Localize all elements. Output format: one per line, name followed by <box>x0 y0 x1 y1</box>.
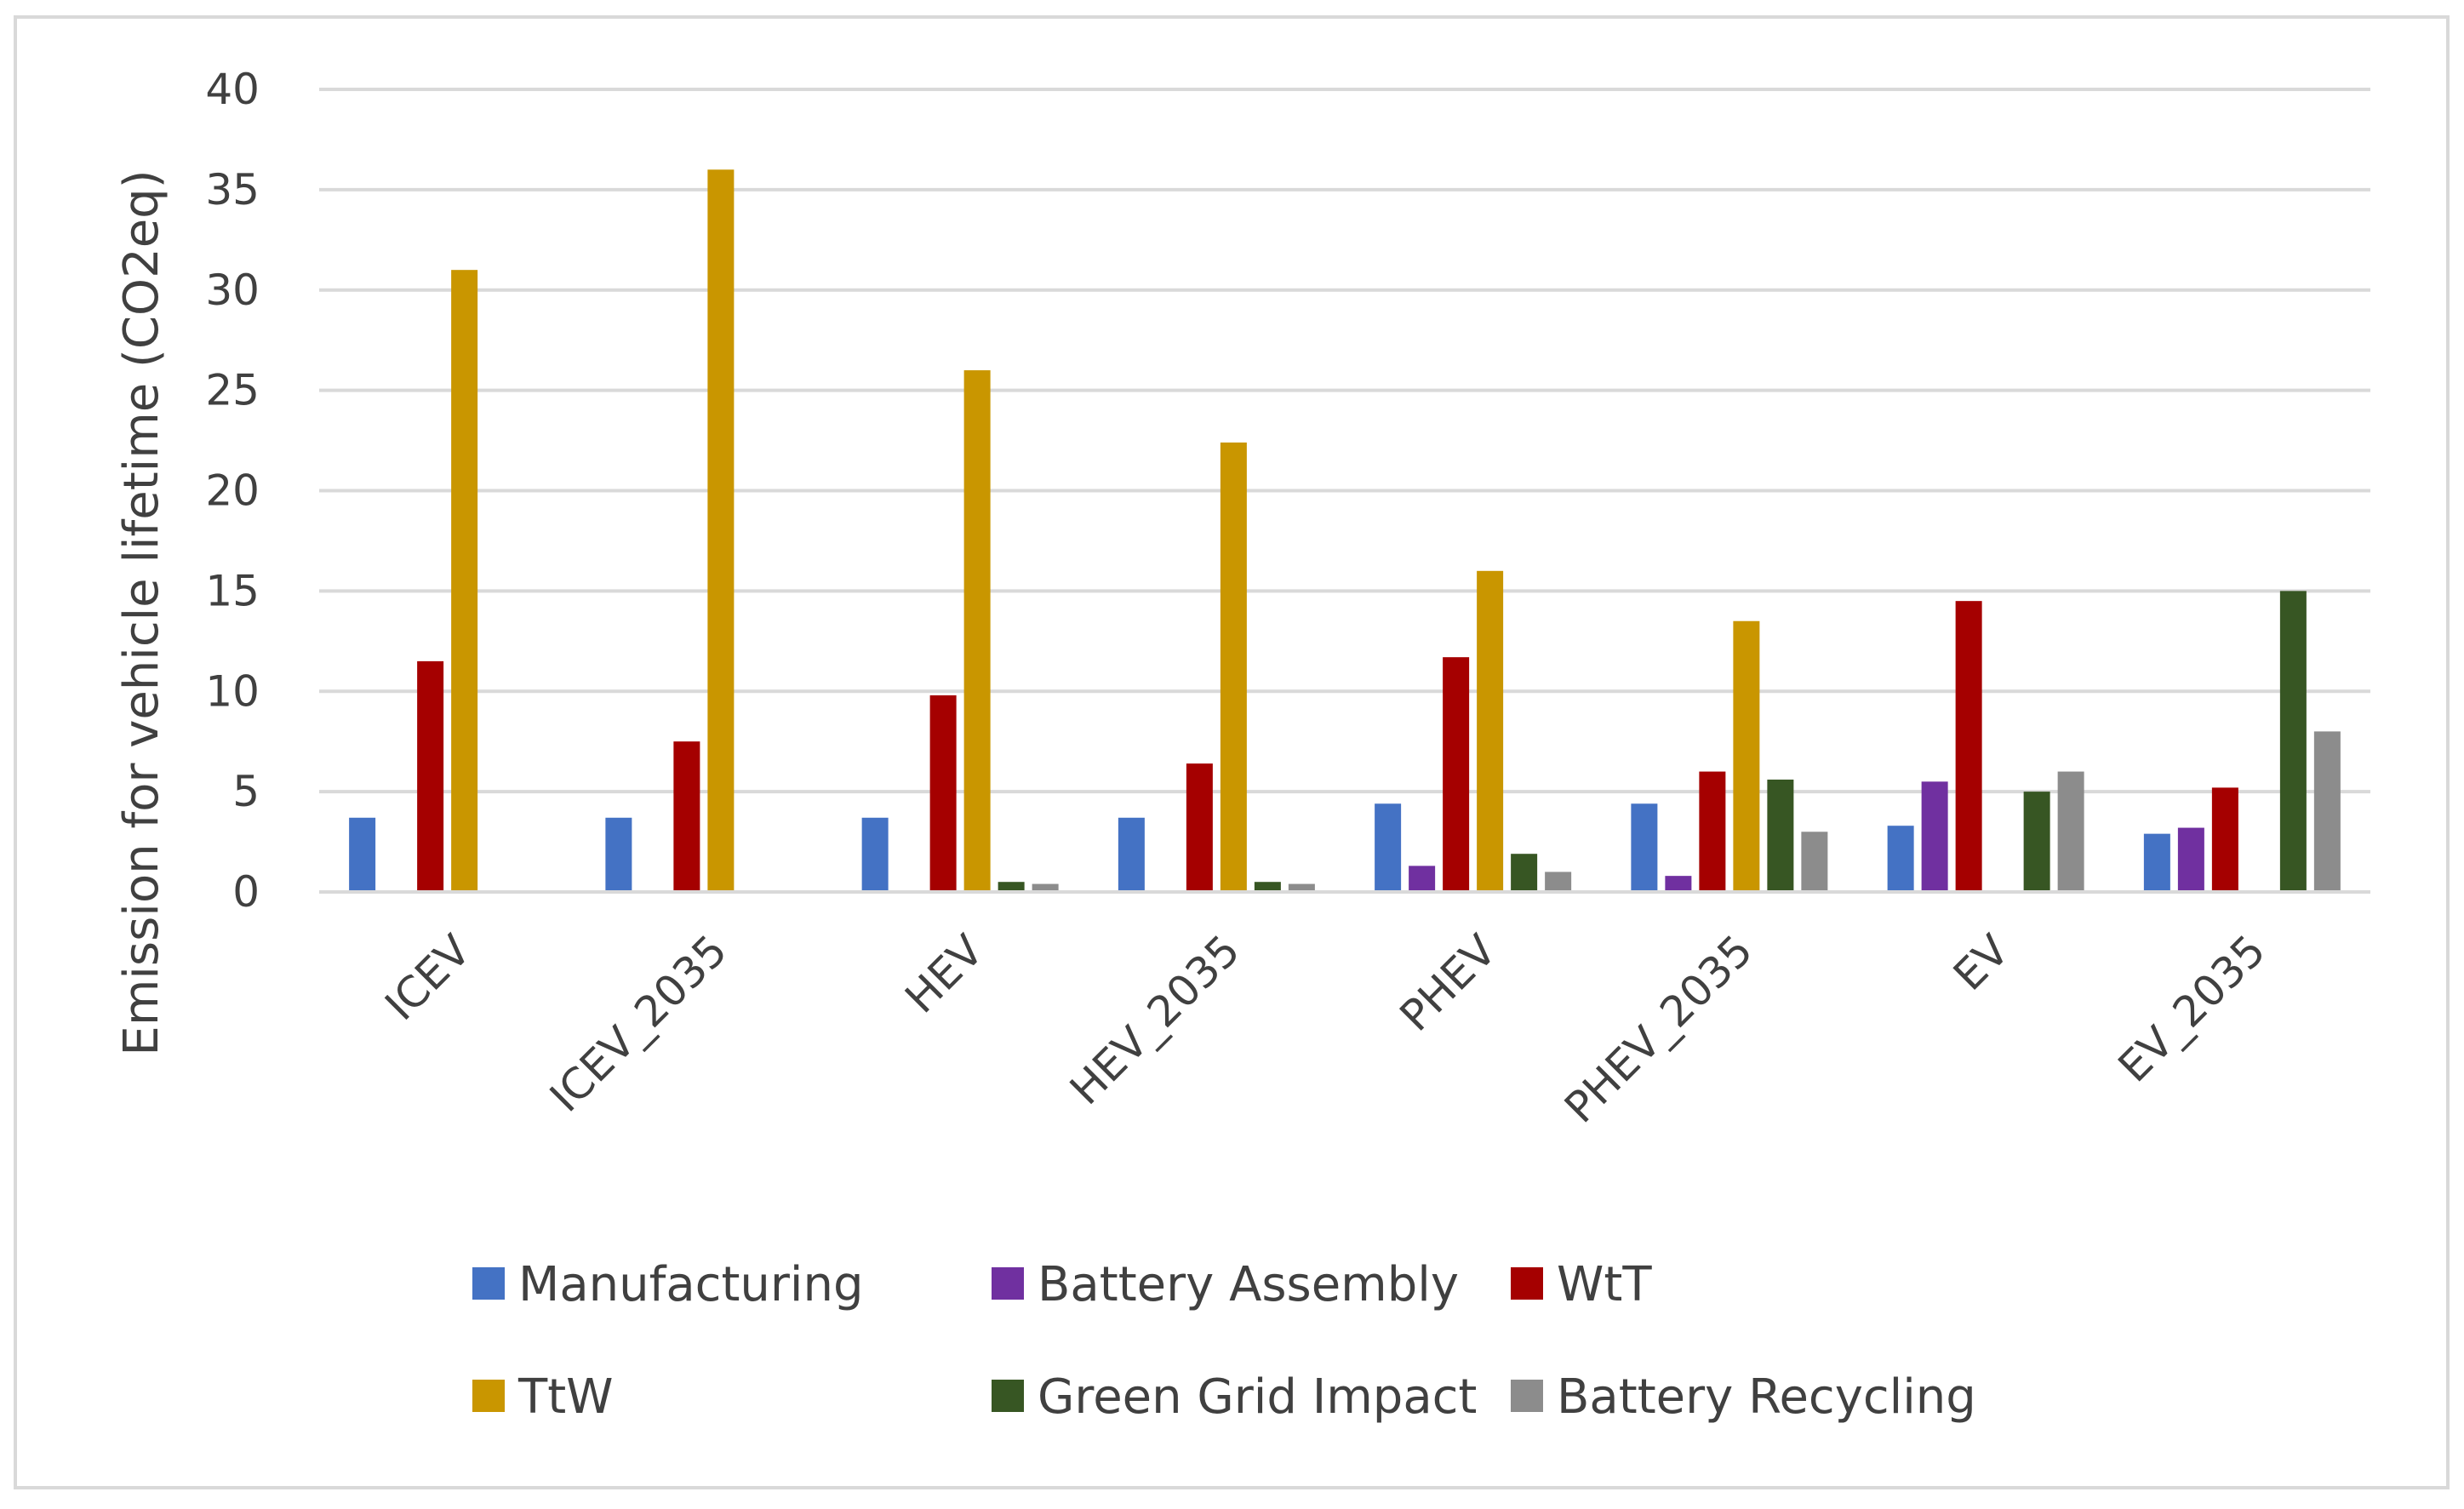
y-tick-label: 15 <box>205 566 260 615</box>
y-tick-label: 25 <box>205 366 260 415</box>
bar-ttw-phev <box>1477 570 1504 892</box>
y-axis-ticks: 0 5 10 15 20 25 30 35 40 <box>205 65 260 917</box>
bar-battery-assembly-phev <box>1409 866 1436 892</box>
legend-swatch <box>1511 1380 1543 1412</box>
bar-green-grid-impact-phev <box>1511 854 1538 892</box>
bar-ttw-hev <box>963 370 991 892</box>
y-tick-label: 35 <box>205 165 260 214</box>
legend-label: Green Grid Impact <box>1038 1369 1477 1425</box>
bar-battery-recycling-ev <box>2057 771 2084 892</box>
legend-label: Manufacturing <box>518 1257 864 1312</box>
y-axis-title: Emission for vehicle lifetime (CO2eq) <box>114 169 169 1055</box>
bar-ttw-icev <box>451 270 478 892</box>
bar-ttw-hev_2035 <box>1220 442 1247 892</box>
bar-manufacturing-hev_2035 <box>1118 817 1145 892</box>
bar-green-grid-impact-hev_2035 <box>1254 882 1281 892</box>
bar-wtt-ev_2035 <box>2211 787 2238 892</box>
bar-manufacturing-ev <box>1887 826 1914 892</box>
legend-label: Battery Recycling <box>1557 1369 1976 1425</box>
bar-battery-recycling-hev_2035 <box>1288 883 1315 892</box>
legend-swatch <box>472 1267 505 1300</box>
bar-wtt-hev_2035 <box>1186 763 1213 892</box>
bar-green-grid-impact-ev <box>2023 792 2050 892</box>
bar-manufacturing-ev_2035 <box>2143 833 2170 892</box>
bar-manufacturing-phev_2035 <box>1631 803 1658 892</box>
bar-manufacturing-phev <box>1375 803 1402 892</box>
y-tick-label: 0 <box>232 867 260 917</box>
bar-green-grid-impact-phev_2035 <box>1767 779 1794 892</box>
bar-ttw-icev_2035 <box>707 169 735 893</box>
bar-wtt-ev <box>1955 601 1982 892</box>
legend-label: TtW <box>517 1369 614 1425</box>
bar-wtt-icev_2035 <box>673 741 700 892</box>
legend-swatch <box>992 1267 1024 1300</box>
bar-battery-recycling-phev_2035 <box>1801 832 1828 892</box>
y-tick-label: 10 <box>205 666 260 716</box>
bar-battery-recycling-hev <box>1032 883 1059 892</box>
bars <box>349 169 2341 893</box>
legend-swatch <box>1511 1267 1543 1300</box>
bar-wtt-hev <box>929 694 957 892</box>
legend-swatch <box>472 1380 505 1412</box>
legend-label: WtT <box>1557 1257 1652 1312</box>
bar-battery-recycling-phev <box>1545 872 1572 892</box>
bar-green-grid-impact-hev <box>998 882 1025 892</box>
legend-swatch <box>992 1380 1024 1412</box>
y-tick-label: 40 <box>205 65 260 114</box>
bar-wtt-phev <box>1443 657 1470 892</box>
y-tick-label: 5 <box>232 767 260 816</box>
bar-manufacturing-hev <box>861 817 889 892</box>
bar-wtt-icev <box>417 660 444 892</box>
y-tick-label: 20 <box>205 466 260 516</box>
bar-wtt-phev_2035 <box>1699 771 1726 892</box>
legend: Manufacturing Battery Assembly WtT TtW Green… <box>472 1257 1976 1425</box>
bar-green-grid-impact-ev_2035 <box>2279 591 2307 892</box>
bar-battery-recycling-ev_2035 <box>2313 731 2341 892</box>
bar-battery-assembly-ev <box>1921 781 1948 892</box>
bar-battery-assembly-ev_2035 <box>2177 827 2204 892</box>
legend-label: Battery Assembly <box>1038 1257 1459 1312</box>
bar-manufacturing-icev_2035 <box>605 817 632 892</box>
bar-battery-assembly-phev_2035 <box>1665 876 1692 892</box>
bar-manufacturing-icev <box>349 817 376 892</box>
bar-ttw-phev_2035 <box>1733 620 1760 892</box>
y-tick-label: 30 <box>205 266 260 315</box>
